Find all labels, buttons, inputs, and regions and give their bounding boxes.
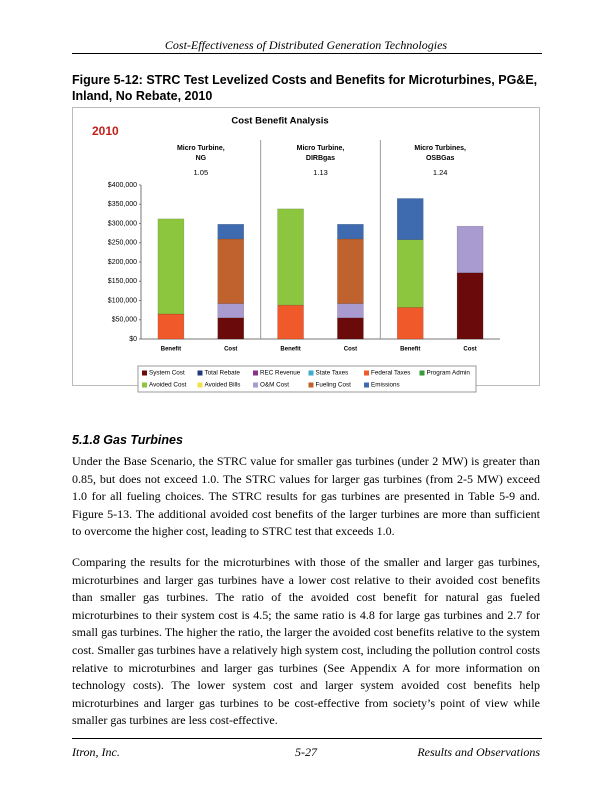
bar-segment <box>397 239 424 308</box>
bar-segment <box>217 224 244 240</box>
group-label: OSBGas <box>426 155 455 162</box>
legend-label: Total Rebate <box>205 370 241 377</box>
x-tick-label: Cost <box>224 347 237 353</box>
legend-label: Emissions <box>371 382 400 389</box>
x-tick-label: Benefit <box>161 347 181 353</box>
x-tick-label: Benefit <box>400 347 420 353</box>
x-tick-label: Cost <box>463 347 476 353</box>
legend-swatch <box>197 382 203 388</box>
figure-caption: Figure 5-12: STRC Test Levelized Costs a… <box>72 73 538 103</box>
bar-segment <box>337 224 364 240</box>
legend-label: REC Revenue <box>260 370 301 377</box>
legend-label: Fueling Cost <box>316 382 352 389</box>
header-rule <box>72 53 542 54</box>
chart-title: Cost Benefit Analysis <box>231 116 328 127</box>
footer-right: Results and Observations <box>417 745 540 759</box>
bar-segment <box>217 303 244 319</box>
x-tick-label: Benefit <box>280 347 300 353</box>
section-heading: 5.1.8 Gas Turbines <box>72 433 183 447</box>
group-ratio: 1.13 <box>313 168 328 177</box>
legend-label: System Cost <box>149 370 185 377</box>
bar-segment <box>217 238 244 304</box>
legend-swatch <box>197 370 203 376</box>
bar-segment <box>397 198 424 240</box>
legend-swatch <box>364 370 369 376</box>
paragraph: Comparing the results for the microturbi… <box>72 555 540 728</box>
bar-segment <box>277 208 304 306</box>
footer-rule <box>72 738 542 739</box>
bar-segment <box>456 225 484 274</box>
group-label: DIRBgas <box>306 155 335 162</box>
bar-segment <box>337 303 364 319</box>
footer-left: Itron, Inc. <box>72 745 120 759</box>
group-ratio: 1.05 <box>194 168 209 177</box>
bar-segment <box>217 317 244 340</box>
bar-segment <box>337 317 364 340</box>
legend-swatch <box>419 370 425 376</box>
legend-swatch <box>308 382 314 388</box>
legend-frame <box>137 365 477 393</box>
bar-segment <box>397 307 424 340</box>
legend-swatch <box>142 382 147 388</box>
bar-segment <box>337 238 364 304</box>
y-tick-label: $50,000 <box>112 317 137 324</box>
bar-segment <box>157 218 185 315</box>
bar-segment <box>456 272 484 340</box>
y-tick-label: $200,000 <box>108 259 137 266</box>
bar-segment <box>277 304 304 340</box>
legend-swatch <box>308 370 314 376</box>
group-label: NG <box>196 155 207 162</box>
legend-swatch <box>253 370 258 376</box>
legend-label: Avoided Bills <box>205 382 241 389</box>
running-header: Cost-Effectiveness of Distributed Genera… <box>164 38 448 52</box>
y-tick-label: $400,000 <box>108 182 137 189</box>
chart: Cost Benefit Analysis 2010 $0 $50,000 $100… <box>72 107 540 393</box>
group-label: Micro Turbine, <box>177 145 225 152</box>
legend-label: State Taxes <box>316 370 349 377</box>
y-tick-label: $350,000 <box>108 201 137 208</box>
y-tick-label: $100,000 <box>108 297 137 304</box>
year-label: 2010 <box>92 124 119 138</box>
legend-swatch <box>364 382 369 388</box>
y-tick-label: $0 <box>129 336 137 343</box>
group-label: Micro Turbines, <box>414 145 466 152</box>
legend-swatch <box>142 370 147 376</box>
bar-segment <box>157 313 185 340</box>
legend-label: O&M Cost <box>260 382 289 389</box>
group-label: Micro Turbine, <box>297 145 345 152</box>
footer-center: 5-27 <box>295 745 317 759</box>
y-tick-label: $250,000 <box>108 240 137 247</box>
legend-label: Federal Taxes <box>371 370 410 377</box>
y-tick-label: $300,000 <box>108 220 137 227</box>
legend-swatch <box>253 382 258 388</box>
legend-label: Avoided Cost <box>149 382 187 389</box>
group-ratio: 1.24 <box>433 168 448 177</box>
x-tick-label: Cost <box>344 347 357 353</box>
y-tick-label: $150,000 <box>108 278 137 285</box>
legend-label: Program Admin <box>427 370 471 377</box>
paragraph: Under the Base Scenario, the STRC value … <box>72 454 540 539</box>
